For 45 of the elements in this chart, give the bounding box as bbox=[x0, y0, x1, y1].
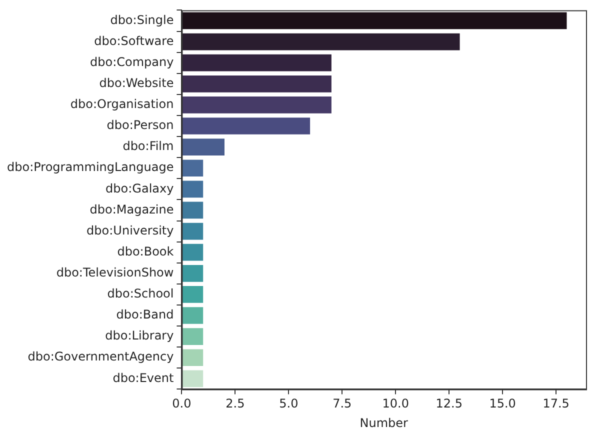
y-tick-label: dbo:Library bbox=[105, 328, 174, 343]
x-tick-label: 0.0 bbox=[172, 396, 192, 411]
x-tick-label: 17.5 bbox=[542, 396, 570, 411]
y-tick-label: dbo:Person bbox=[106, 118, 174, 132]
y-tick-label: dbo:Magazine bbox=[90, 202, 174, 216]
y-tick-label: dbo:Organisation bbox=[70, 97, 174, 112]
bar bbox=[182, 370, 204, 388]
x-tick-label: 15.0 bbox=[489, 396, 516, 411]
bar bbox=[182, 264, 204, 282]
x-tick-label: 10.0 bbox=[382, 396, 409, 411]
bar bbox=[182, 12, 567, 30]
y-tick-label: dbo:Company bbox=[90, 54, 174, 69]
y-tick-label: dbo:TelevisionShow bbox=[56, 266, 174, 280]
y-tick-label: dbo:Website bbox=[99, 76, 174, 90]
y-tick-label: dbo:University bbox=[86, 223, 174, 238]
y-tick-label: dbo:Film bbox=[122, 139, 174, 154]
x-tick-label: 5.0 bbox=[279, 396, 298, 411]
bar bbox=[182, 118, 310, 134]
bar bbox=[182, 138, 224, 156]
y-tick-label: dbo:ProgrammingLanguage bbox=[7, 160, 174, 174]
y-tick-label: dbo:Band bbox=[116, 308, 174, 322]
x-tick-label: 7.5 bbox=[332, 396, 352, 411]
y-tick-label: dbo:Event bbox=[112, 370, 174, 385]
bar bbox=[182, 328, 204, 345]
y-tick-label: dbo:Book bbox=[117, 244, 174, 258]
bar bbox=[182, 33, 460, 50]
bar bbox=[182, 180, 204, 198]
y-tick-label: dbo:Software bbox=[94, 34, 174, 48]
bar bbox=[182, 286, 204, 303]
y-tick-label: dbo:GovernmentAgency bbox=[28, 350, 174, 364]
bar bbox=[182, 349, 204, 366]
x-tick-label: 2.5 bbox=[226, 396, 245, 411]
bar bbox=[182, 202, 204, 219]
x-axis-title: Number bbox=[360, 416, 408, 430]
y-tick-label: dbo:School bbox=[107, 286, 174, 301]
bar bbox=[182, 54, 332, 72]
x-tick-label: 12.5 bbox=[436, 396, 462, 411]
bar bbox=[182, 75, 332, 92]
bar bbox=[182, 160, 204, 177]
bar bbox=[182, 96, 332, 114]
y-tick-label: dbo:Galaxy bbox=[106, 181, 174, 196]
y-tick-label: dbo:Single bbox=[110, 12, 174, 27]
bar bbox=[182, 307, 204, 324]
bar bbox=[182, 244, 204, 261]
bar bbox=[182, 222, 204, 240]
